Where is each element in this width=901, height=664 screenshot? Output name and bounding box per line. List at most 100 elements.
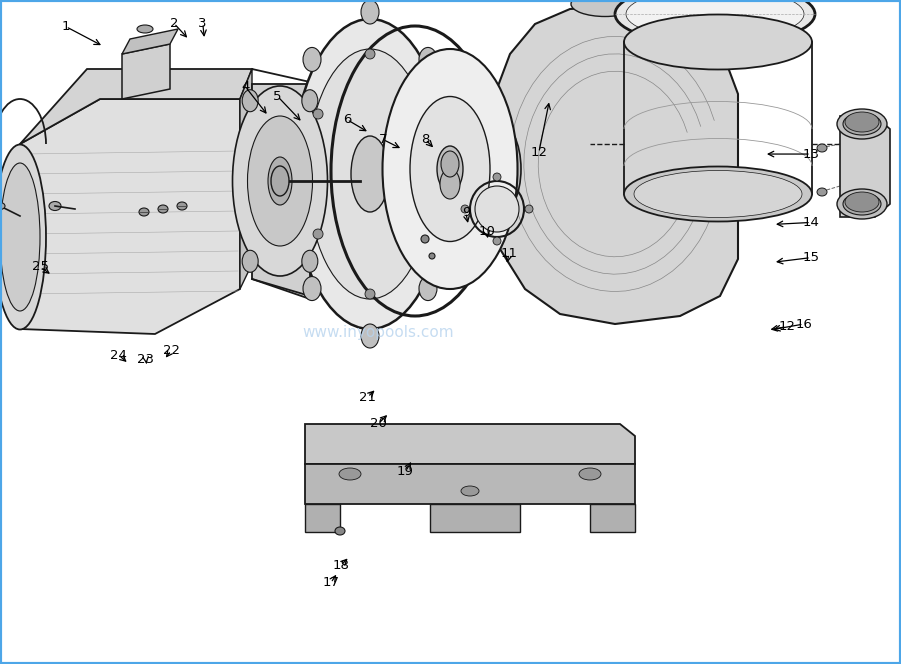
- Ellipse shape: [461, 205, 469, 213]
- Ellipse shape: [139, 208, 149, 216]
- Ellipse shape: [843, 113, 881, 135]
- Ellipse shape: [571, 0, 639, 17]
- Text: 5: 5: [273, 90, 282, 103]
- Text: 19: 19: [397, 465, 414, 478]
- Ellipse shape: [303, 47, 321, 72]
- Ellipse shape: [365, 289, 375, 299]
- Polygon shape: [305, 464, 635, 504]
- Ellipse shape: [624, 15, 812, 70]
- Ellipse shape: [242, 90, 259, 112]
- Ellipse shape: [837, 109, 887, 139]
- Ellipse shape: [0, 203, 5, 210]
- Text: 10: 10: [478, 224, 495, 238]
- Ellipse shape: [843, 193, 881, 215]
- Text: 16: 16: [796, 317, 812, 331]
- Ellipse shape: [302, 90, 318, 112]
- Text: 13: 13: [803, 147, 819, 161]
- Ellipse shape: [417, 109, 427, 119]
- Ellipse shape: [440, 169, 460, 199]
- Ellipse shape: [177, 202, 187, 210]
- Polygon shape: [240, 69, 252, 289]
- Text: 2: 2: [169, 17, 178, 30]
- Text: 6: 6: [342, 113, 351, 126]
- Ellipse shape: [493, 237, 501, 245]
- Ellipse shape: [313, 109, 323, 119]
- Polygon shape: [252, 84, 310, 299]
- Text: 18: 18: [332, 559, 349, 572]
- Text: 14: 14: [803, 216, 819, 229]
- Ellipse shape: [479, 133, 515, 205]
- Ellipse shape: [845, 192, 879, 212]
- Polygon shape: [122, 44, 170, 99]
- Ellipse shape: [302, 250, 318, 272]
- Ellipse shape: [837, 189, 887, 219]
- Text: 24: 24: [111, 349, 127, 362]
- Ellipse shape: [383, 49, 517, 289]
- Text: 3: 3: [198, 17, 207, 30]
- Ellipse shape: [624, 167, 812, 222]
- Text: 21: 21: [359, 390, 376, 404]
- Ellipse shape: [49, 201, 61, 210]
- Ellipse shape: [361, 324, 379, 348]
- Ellipse shape: [845, 112, 879, 132]
- Text: 22: 22: [163, 344, 179, 357]
- Ellipse shape: [419, 276, 437, 301]
- Polygon shape: [305, 504, 340, 532]
- Ellipse shape: [817, 144, 827, 152]
- Ellipse shape: [421, 235, 429, 243]
- Polygon shape: [20, 69, 252, 144]
- Text: 1: 1: [61, 20, 70, 33]
- Text: 7: 7: [378, 133, 387, 146]
- Ellipse shape: [158, 205, 168, 213]
- Ellipse shape: [615, 0, 815, 45]
- Ellipse shape: [461, 486, 479, 496]
- Ellipse shape: [137, 25, 153, 33]
- Ellipse shape: [335, 527, 345, 535]
- Text: 8: 8: [421, 133, 430, 146]
- Polygon shape: [492, 6, 738, 324]
- Polygon shape: [122, 29, 178, 54]
- Ellipse shape: [0, 145, 46, 329]
- Text: 20: 20: [370, 417, 387, 430]
- Text: 25: 25: [32, 260, 49, 274]
- Polygon shape: [590, 504, 635, 532]
- Ellipse shape: [441, 151, 459, 177]
- Ellipse shape: [242, 250, 259, 272]
- Ellipse shape: [634, 171, 802, 218]
- Text: www.inyopools.com: www.inyopools.com: [303, 325, 454, 339]
- Ellipse shape: [417, 229, 427, 239]
- Text: 15: 15: [803, 251, 819, 264]
- Ellipse shape: [817, 188, 827, 196]
- Ellipse shape: [579, 468, 601, 480]
- Polygon shape: [430, 504, 520, 532]
- Ellipse shape: [339, 468, 361, 480]
- Polygon shape: [840, 116, 890, 217]
- Polygon shape: [20, 99, 240, 334]
- Ellipse shape: [271, 166, 289, 196]
- Ellipse shape: [475, 186, 519, 232]
- Text: 17: 17: [323, 576, 339, 590]
- Ellipse shape: [437, 146, 463, 192]
- Ellipse shape: [0, 163, 40, 311]
- Ellipse shape: [429, 253, 435, 259]
- Ellipse shape: [293, 19, 448, 329]
- Ellipse shape: [303, 276, 321, 301]
- Text: 23: 23: [138, 353, 154, 367]
- Polygon shape: [305, 424, 635, 464]
- Text: 9: 9: [461, 206, 470, 219]
- Ellipse shape: [365, 49, 375, 59]
- Text: 12: 12: [778, 320, 795, 333]
- Ellipse shape: [473, 121, 521, 217]
- Ellipse shape: [248, 116, 313, 246]
- Ellipse shape: [313, 229, 323, 239]
- Ellipse shape: [626, 0, 804, 40]
- Ellipse shape: [232, 86, 327, 276]
- Text: 11: 11: [501, 247, 517, 260]
- Ellipse shape: [361, 0, 379, 24]
- Ellipse shape: [410, 96, 490, 242]
- Ellipse shape: [307, 49, 432, 299]
- Ellipse shape: [268, 157, 292, 205]
- Text: 4: 4: [241, 80, 250, 93]
- Ellipse shape: [493, 173, 501, 181]
- Ellipse shape: [525, 205, 533, 213]
